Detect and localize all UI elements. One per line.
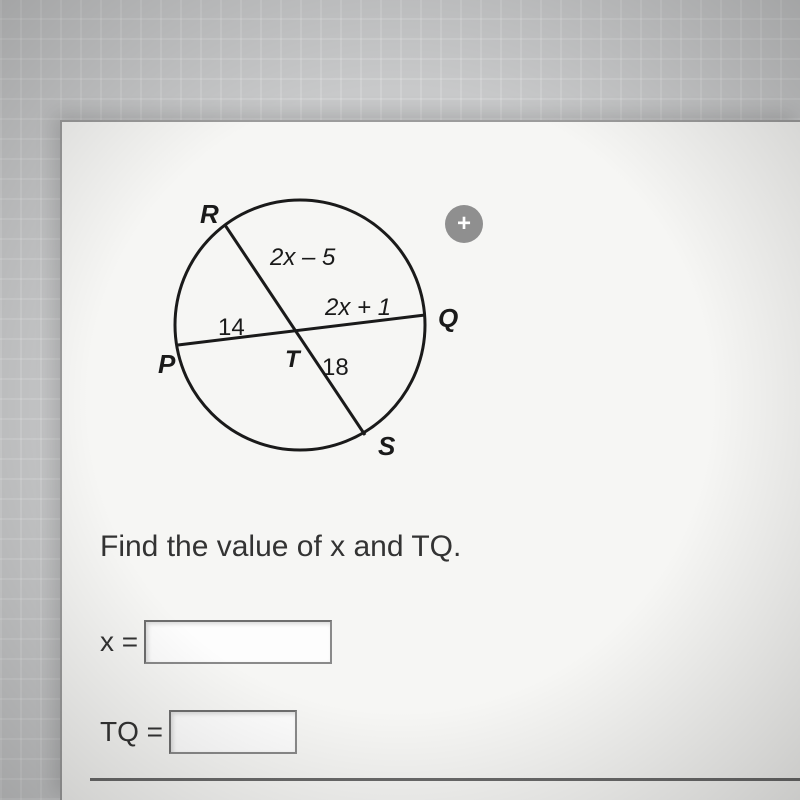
- svg-text:S: S: [378, 431, 396, 461]
- svg-text:P: P: [158, 349, 176, 379]
- answer-row-x: x =: [100, 620, 332, 664]
- divider: [90, 778, 800, 781]
- answer-row-tq: TQ =: [100, 710, 297, 754]
- tq-input[interactable]: [169, 710, 297, 754]
- svg-text:Q: Q: [438, 303, 458, 333]
- svg-text:T: T: [285, 346, 302, 373]
- svg-text:R: R: [200, 199, 219, 229]
- svg-text:14: 14: [218, 314, 245, 341]
- svg-text:2x + 1: 2x + 1: [324, 294, 391, 321]
- x-label: x =: [100, 626, 138, 658]
- svg-text:18: 18: [322, 354, 349, 381]
- question-text: Find the value of x and TQ.: [100, 530, 461, 564]
- circle-diagram: R P Q S T 2x – 5 2x + 1 14 18: [130, 175, 470, 475]
- x-input[interactable]: [144, 620, 332, 664]
- tq-label: TQ =: [100, 716, 163, 748]
- svg-text:2x – 5: 2x – 5: [269, 244, 336, 271]
